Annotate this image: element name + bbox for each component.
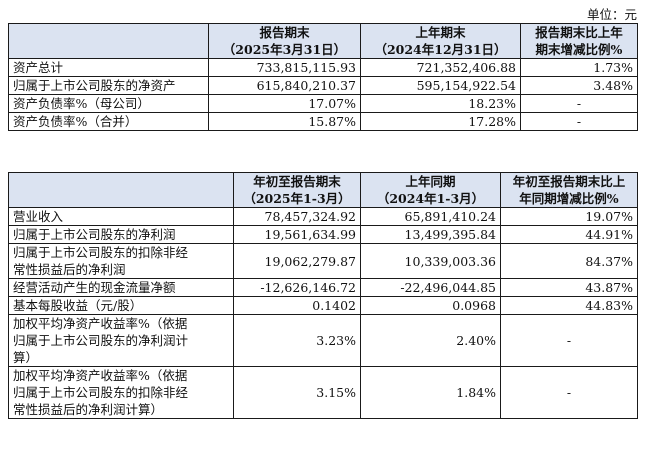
row-label: 加权平均净资产收益率%（依据 归属于上市公司股东的扣除非经 常性损益后的净利润计算） [8, 366, 234, 419]
cell-current: 615,840,210.37 [208, 76, 361, 95]
cell-change: 3.48% [520, 76, 638, 95]
header-current-period: 年初至报告期末 （2025年1-3月） [233, 172, 361, 208]
header-prior-period: 上年期末 （2024年12月31日） [360, 23, 521, 59]
cell-change: 19.07% [500, 207, 638, 226]
cell-current: 78,457,324.92 [233, 207, 361, 226]
table-row: 归属于上市公司股东的净资产 615,840,210.37 595,154,922… [8, 76, 638, 95]
cell-current: 15.87% [208, 112, 361, 131]
unit-label: 单位：元 [586, 7, 637, 22]
cell-prior: 0.0968 [360, 296, 501, 315]
table-header-row: 年初至报告期末 （2025年1-3月） 上年同期 （2024年1-3月） 年初至报告… [8, 172, 638, 208]
cell-change: - [520, 94, 638, 113]
cell-change: - [520, 112, 638, 131]
table-row: 加权平均净资产收益率%（依据 归属于上市公司股东的净利润计 算） 3.23% 2.4… [8, 314, 638, 367]
cell-prior: -22,496,044.85 [360, 278, 501, 297]
row-label: 资产负债率%（合并） [8, 112, 209, 131]
table-header-row: 报告期末 （2025年3月31日） 上年期末 （2024年12月31日） 报告期末比… [8, 23, 638, 59]
cell-current: 3.23% [233, 314, 361, 367]
table-row: 资产负债率%（合并） 15.87% 17.28% - [8, 112, 638, 131]
cell-current: 0.1402 [233, 296, 361, 315]
cell-current: 3.15% [233, 366, 361, 419]
row-label: 归属于上市公司股东的净利润 [8, 225, 234, 244]
row-label: 归属于上市公司股东的扣除非经 常性损益后的净利润 [8, 243, 234, 279]
cell-prior: 18.23% [360, 94, 521, 113]
table-row: 资产负债率%（母公司） 17.07% 18.23% - [8, 94, 638, 113]
header-prior-period: 上年同期 （2024年1-3月） [360, 172, 501, 208]
row-label: 加权平均净资产收益率%（依据 归属于上市公司股东的净利润计 算） [8, 314, 234, 367]
row-label: 资产总计 [8, 58, 209, 77]
header-change: 报告期末比上年 期末增减比例% [520, 23, 638, 59]
table-row: 资产总计 733,815,115.93 721,352,406.88 1.73% [8, 58, 638, 77]
cell-current: -12,626,146.72 [233, 278, 361, 297]
table-row: 加权平均净资产收益率%（依据 归属于上市公司股东的扣除非经 常性损益后的净利润计算）… [8, 366, 638, 419]
cell-change: 43.87% [500, 278, 638, 297]
row-label: 营业收入 [8, 207, 234, 226]
cell-prior: 595,154,922.54 [360, 76, 521, 95]
header-blank [8, 172, 234, 208]
cell-change: 44.91% [500, 225, 638, 244]
table-row: 归属于上市公司股东的净利润 19,561,634.99 13,499,395.8… [8, 225, 638, 244]
balance-summary-table: 报告期末 （2025年3月31日） 上年期末 （2024年12月31日） 报告期末比… [8, 23, 638, 131]
cell-change: 84.37% [500, 243, 638, 279]
cell-current: 19,062,279.87 [233, 243, 361, 279]
cell-prior: 10,339,003.36 [360, 243, 501, 279]
row-label: 资产负债率%（母公司） [8, 94, 209, 113]
cell-current: 19,561,634.99 [233, 225, 361, 244]
cell-prior: 721,352,406.88 [360, 58, 521, 77]
cell-change: - [500, 366, 638, 419]
row-label: 经营活动产生的现金流量净额 [8, 278, 234, 297]
cell-current: 17.07% [208, 94, 361, 113]
cell-prior: 17.28% [360, 112, 521, 131]
row-label: 归属于上市公司股东的净资产 [8, 76, 209, 95]
cell-current: 733,815,115.93 [208, 58, 361, 77]
cell-change: 44.83% [500, 296, 638, 315]
table-row: 基本每股收益（元/股） 0.1402 0.0968 44.83% [8, 296, 638, 315]
cell-prior: 65,891,410.24 [360, 207, 501, 226]
table-row: 营业收入 78,457,324.92 65,891,410.24 19.07% [8, 207, 638, 226]
cell-change: - [500, 314, 638, 367]
header-blank [8, 23, 209, 59]
table-row: 经营活动产生的现金流量净额 -12,626,146.72 -22,496,044… [8, 278, 638, 297]
cell-change: 1.73% [520, 58, 638, 77]
table-row: 归属于上市公司股东的扣除非经 常性损益后的净利润 19,062,279.87 10… [8, 243, 638, 279]
income-summary-table: 年初至报告期末 （2025年1-3月） 上年同期 （2024年1-3月） 年初至报告… [8, 172, 638, 419]
cell-prior: 13,499,395.84 [360, 225, 501, 244]
cell-prior: 1.84% [360, 366, 501, 419]
header-change: 年初至报告期末比上 年同期增减比例% [500, 172, 638, 208]
row-label: 基本每股收益（元/股） [8, 296, 234, 315]
header-current-period: 报告期末 （2025年3月31日） [208, 23, 361, 59]
cell-prior: 2.40% [360, 314, 501, 367]
